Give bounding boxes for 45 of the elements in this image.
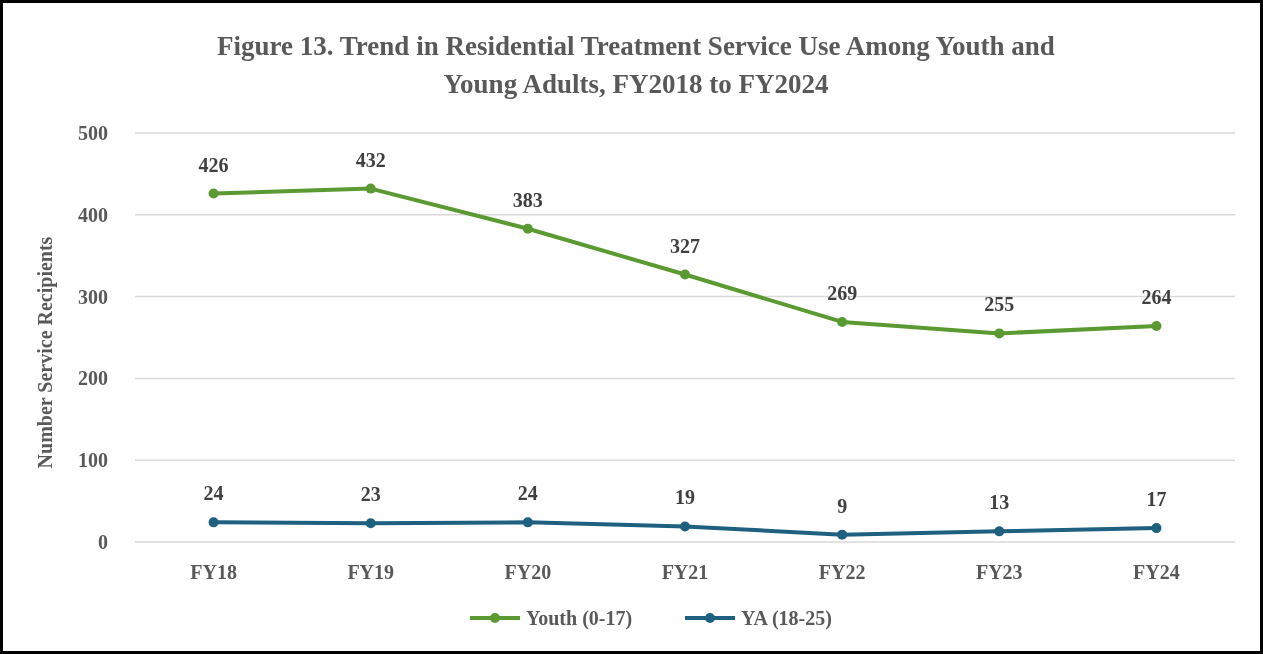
point [680, 269, 690, 280]
point [522, 223, 533, 234]
point [680, 521, 690, 532]
point [208, 188, 219, 199]
data-label: 426 [198, 153, 229, 176]
data-label: 13 [989, 491, 1010, 514]
point [994, 526, 1005, 537]
chart-title: Figure 13. Trend in Residential Treatment Service Use Among Youth and Young Adults, FY2018 to FY2024 [217, 31, 1055, 99]
data-label: 327 [670, 234, 700, 257]
y-tick-label: 500 [78, 122, 108, 144]
data-label: 269 [827, 281, 858, 304]
y-tick-label: 400 [78, 203, 108, 226]
data-label: 255 [984, 293, 1015, 316]
point [365, 518, 376, 529]
data-label: 383 [512, 188, 543, 211]
data-label: 24 [203, 482, 224, 505]
x-tick-label: FY23 [975, 561, 1023, 583]
data-label: 17 [1146, 488, 1167, 511]
point [1151, 321, 1162, 332]
y-axis-title: Number Service Recipients [34, 236, 57, 469]
data-label: 264 [1141, 286, 1172, 309]
x-tick-label: FY21 [661, 561, 709, 583]
y-tick-label: 300 [78, 285, 108, 308]
y-tick-label: 200 [78, 367, 108, 390]
data-label: 24 [517, 482, 538, 505]
legend-label: YA (18-25) [741, 607, 832, 630]
x-tick-label: FY22 [818, 561, 866, 583]
point [522, 517, 533, 528]
x-tick-label: FY18 [190, 561, 237, 583]
y-tick-label: 0 [98, 531, 108, 553]
x-tick-label: FY20 [504, 561, 552, 583]
point [208, 517, 219, 528]
point [837, 316, 848, 327]
point [837, 529, 848, 540]
legend-label: Youth (0-17) [526, 607, 633, 630]
data-label: 432 [355, 148, 386, 171]
data-label: 9 [837, 494, 848, 517]
point [994, 328, 1005, 339]
y-tick-label: 100 [78, 449, 108, 472]
data-label: 23 [360, 483, 381, 506]
point [365, 183, 376, 194]
x-tick-label: FY19 [347, 561, 395, 583]
data-label: 19 [675, 486, 695, 509]
x-tick-label: FY24 [1133, 561, 1180, 583]
point [1151, 523, 1162, 534]
